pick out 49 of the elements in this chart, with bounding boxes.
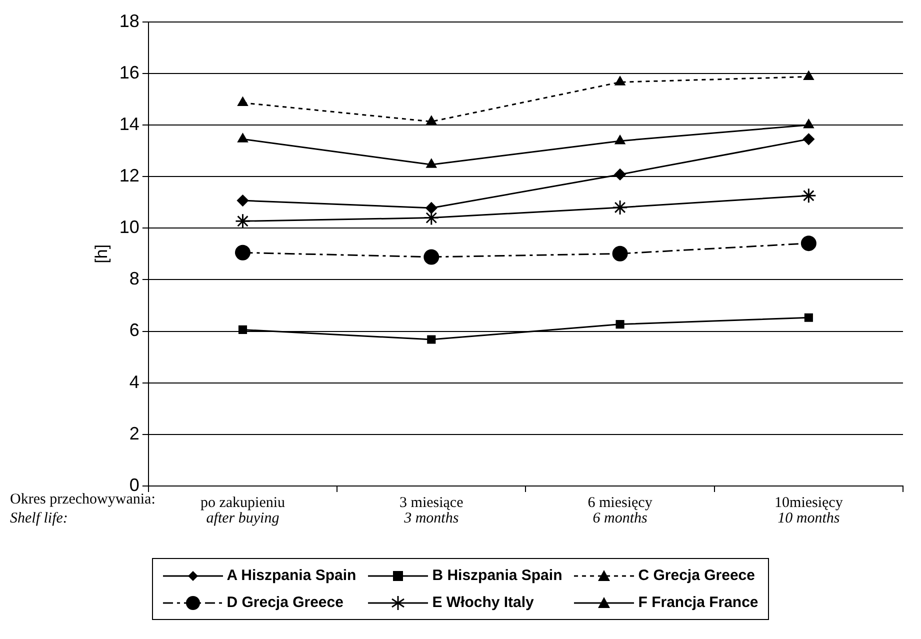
text: 6 months	[592, 510, 648, 526]
y-tick-label: 4	[129, 372, 140, 392]
point	[614, 168, 626, 180]
point	[804, 70, 814, 80]
point	[426, 202, 438, 214]
point	[614, 76, 626, 86]
point	[612, 200, 628, 216]
y-tick-label: 8	[129, 268, 140, 289]
x-tick-label: 6 miesięcy	[588, 494, 653, 511]
text: Shelf life:	[10, 510, 68, 526]
point	[424, 249, 440, 265]
point	[234, 244, 250, 260]
y-tick-label: 18	[119, 10, 140, 31]
point	[238, 97, 248, 106]
y-tick-label: 12	[119, 166, 140, 186]
y-tick-label: 6	[129, 320, 140, 340]
point	[800, 188, 816, 204]
y-tick-label: 10	[119, 217, 140, 238]
point	[236, 194, 248, 206]
y-tick-label: 16	[119, 62, 140, 82]
point	[804, 313, 813, 322]
y-axis-title: [h]	[92, 244, 111, 264]
y-tick-label: 2	[129, 423, 140, 444]
legend-label: B Hiszpania Spain	[432, 567, 562, 584]
text: 3 months	[403, 510, 459, 526]
point	[426, 116, 436, 125]
legend-label: D Grecja Greece	[226, 594, 344, 611]
legend-label: C Grecja Greece	[638, 567, 755, 584]
x-tick-label: 3 miesiące	[400, 494, 464, 511]
point	[426, 158, 436, 168]
legend-label: E Włochy Italy	[432, 594, 534, 611]
text: after buying	[206, 510, 280, 526]
point	[427, 335, 436, 344]
point	[802, 133, 814, 145]
point	[238, 325, 248, 334]
point	[424, 210, 440, 226]
x-tick-label: 10miesięcy	[774, 494, 844, 511]
text: 10 months	[778, 510, 840, 526]
point	[804, 119, 814, 128]
point	[612, 246, 628, 262]
legend-label: A Hiszpania Spain	[226, 567, 356, 584]
x-tick-label: po zakupieniu	[200, 494, 286, 511]
point	[614, 135, 626, 144]
point	[616, 320, 624, 329]
point	[800, 236, 816, 252]
y-tick-label: 14	[119, 114, 140, 134]
point	[238, 133, 248, 142]
legend-label: F Francja France	[638, 594, 758, 611]
point	[234, 213, 250, 229]
